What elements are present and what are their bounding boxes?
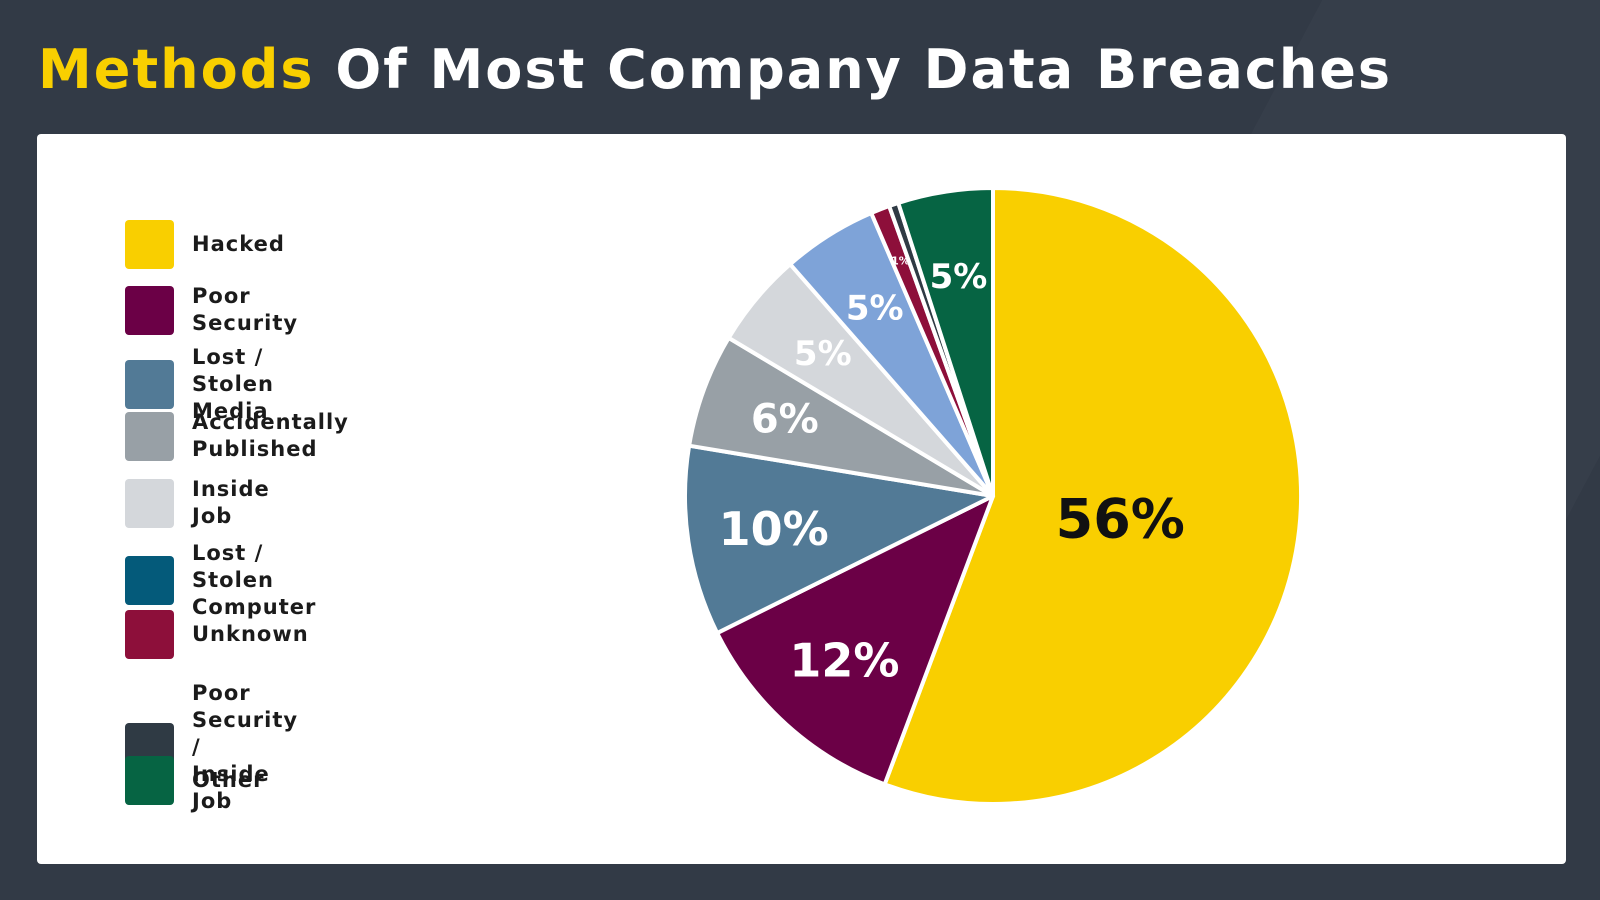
legend-label: Lost / Stolen Media (192, 345, 274, 423)
legend-label: Poor Security / Inside Job (192, 681, 299, 813)
slice-label: 10% (719, 502, 829, 556)
legend-item: Other (125, 756, 264, 805)
legend-swatch (125, 285, 174, 335)
legend-item: Inside Job (125, 476, 270, 530)
legend-swatch (125, 360, 174, 409)
slice-label: 6% (751, 397, 819, 443)
legend-item: Accidentally Published (125, 409, 349, 463)
legend-swatch (125, 610, 174, 659)
title-rest: Of Most Company Data Breaches (314, 38, 1393, 101)
legend-item: Lost / Stolen Media (125, 344, 274, 425)
legend-label: Hacked (192, 232, 285, 256)
pie-slice (715, 494, 995, 787)
legend-item: Poor Security / Inside Job (125, 680, 298, 815)
legend-label: Unknown (192, 622, 309, 646)
legend-item: Lost / Stolen Computer (125, 540, 316, 621)
chart-card: Hacked Poor Security Lost / Stolen Media Ac… (37, 134, 1566, 864)
slice-label: 1% (891, 255, 910, 268)
legend-swatch (125, 756, 174, 805)
legend-label: Other (192, 768, 265, 792)
legend-label: Inside Job (192, 477, 270, 528)
legend-item: Hacked (125, 220, 285, 269)
legend-swatch (125, 411, 174, 461)
legend-label: Accidentally Published (192, 410, 349, 461)
legend-item: Unknown (125, 610, 309, 659)
pie-slice (882, 186, 1303, 806)
slice-label: 12% (789, 634, 899, 688)
legend-swatch (125, 478, 174, 528)
pie-slice (896, 186, 995, 498)
legend-swatch (125, 556, 174, 605)
slice-label: 56% (1056, 488, 1185, 551)
legend-label: Poor Security (192, 284, 299, 335)
legend-label: Lost / Stolen Computer (192, 541, 317, 619)
slice-label: 5% (846, 288, 904, 328)
legend-swatch (125, 220, 174, 269)
pie-slice (683, 443, 995, 636)
page-title: Methods Of Most Company Data Breaches (38, 38, 1392, 101)
title-highlight: Methods (38, 38, 315, 101)
slice-label: 5% (794, 334, 852, 374)
slice-label: 5% (930, 257, 988, 297)
pie-chart: 56% 12% 10% 6% 5% 5% 1% 5% (683, 186, 1303, 806)
legend-item: Poor Security (125, 283, 298, 337)
